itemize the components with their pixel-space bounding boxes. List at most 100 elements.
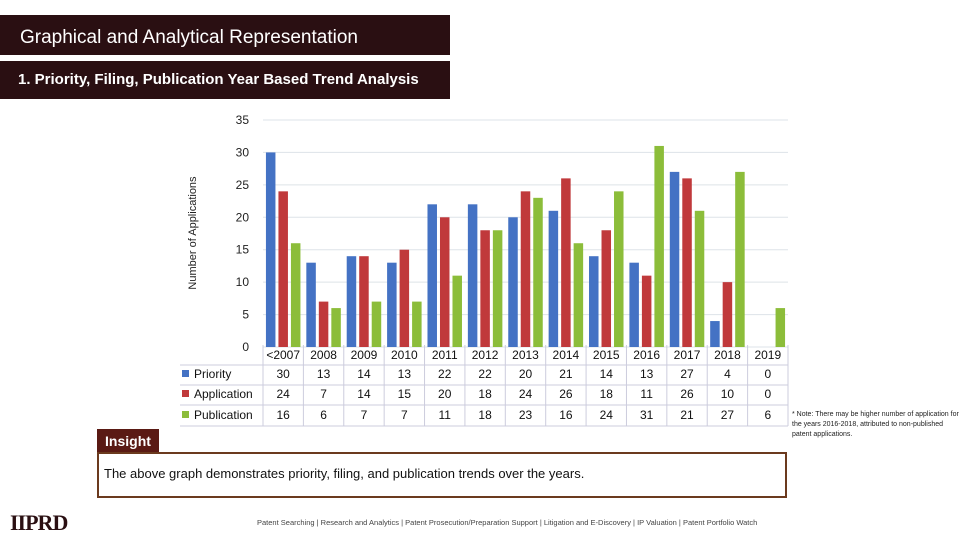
- data-label: 24: [600, 408, 614, 422]
- data-label: 21: [680, 408, 694, 422]
- bar-priority: [387, 262, 397, 347]
- x-tick-label: 2015: [593, 348, 620, 362]
- y-tick-label: 20: [236, 210, 250, 224]
- bar-application: [318, 301, 329, 347]
- x-tick-label: 2019: [754, 348, 781, 362]
- y-tick-label: 0: [242, 340, 249, 354]
- data-label: 7: [320, 387, 327, 401]
- bar-publication: [614, 191, 624, 347]
- bar-priority: [669, 171, 680, 347]
- logo: IIPRD: [10, 510, 68, 535]
- data-label: 16: [277, 408, 291, 422]
- bar-priority: [265, 152, 276, 347]
- x-tick-label: 2018: [714, 348, 741, 362]
- bar-application: [399, 249, 410, 347]
- data-label: 31: [640, 408, 654, 422]
- y-tick-label: 25: [236, 178, 250, 192]
- legend-label: Application: [194, 387, 253, 401]
- data-label: 30: [277, 367, 291, 381]
- bar-publication: [371, 301, 382, 347]
- y-axis-label: Number of Applications: [187, 176, 199, 290]
- data-label: 7: [361, 408, 368, 422]
- y-tick-label: 30: [236, 145, 250, 159]
- trend-chart: 0 5 10 15 20 25 30 35 Number of Applications <200…: [180, 113, 789, 427]
- bar-priority: [467, 204, 478, 347]
- bar-application: [278, 191, 288, 347]
- data-label: 27: [680, 367, 694, 381]
- legend-swatch: [182, 411, 189, 418]
- bar-application: [439, 217, 450, 347]
- data-label: 24: [519, 387, 533, 401]
- x-tick-label: <2007: [266, 348, 300, 362]
- data-label: 26: [559, 387, 573, 401]
- bar-publication: [492, 230, 503, 347]
- bar-application: [601, 230, 612, 347]
- data-label: 13: [640, 367, 654, 381]
- data-label: 24: [277, 387, 291, 401]
- data-label: 26: [680, 387, 694, 401]
- legend-label: Priority: [194, 367, 231, 381]
- data-label: 15: [398, 387, 412, 401]
- x-tick-label: 2008: [310, 348, 337, 362]
- data-label: 18: [600, 387, 614, 401]
- data-label: 14: [357, 367, 371, 381]
- y-tick-label: 5: [242, 308, 249, 322]
- bar-application: [359, 256, 369, 347]
- x-tick-label: 2009: [351, 348, 378, 362]
- bar-publication: [573, 243, 584, 347]
- data-label: 11: [438, 408, 451, 422]
- bar-application: [722, 282, 733, 347]
- bar-publication: [412, 301, 422, 347]
- bar-application: [520, 191, 531, 347]
- bar-priority: [306, 262, 316, 347]
- footer-services: Patent Searching | Research and Analytic…: [257, 518, 758, 527]
- data-label: 23: [519, 408, 533, 422]
- data-label: 20: [438, 387, 452, 401]
- bar-application: [561, 178, 571, 347]
- data-label: 27: [721, 408, 735, 422]
- legend-swatch: [182, 370, 189, 377]
- data-label: 11: [640, 387, 653, 401]
- bar-publication: [735, 171, 745, 347]
- data-label: 18: [478, 408, 492, 422]
- data-label: 16: [559, 408, 573, 422]
- bar-priority: [346, 256, 357, 347]
- x-tick-label: 2010: [391, 348, 418, 362]
- data-label: 14: [600, 367, 614, 381]
- bar-priority: [710, 321, 720, 347]
- bar-application: [682, 178, 692, 347]
- data-label: 13: [398, 367, 412, 381]
- y-tick-label: 35: [236, 113, 250, 127]
- bar-application: [480, 230, 490, 347]
- data-label: 10: [721, 387, 735, 401]
- data-label: 13: [317, 367, 331, 381]
- bar-application: [641, 275, 652, 347]
- bar-publication: [331, 308, 341, 347]
- bar-publication: [654, 145, 664, 347]
- bar-publication: [775, 308, 786, 347]
- insight-text: The above graph demonstrates priority, f…: [97, 452, 787, 498]
- data-label: 6: [764, 408, 771, 422]
- legend-label: Publication: [194, 408, 253, 422]
- note: * Note: There may be higher number of ap…: [792, 411, 959, 438]
- y-tick-label: 10: [236, 275, 250, 289]
- data-label: 20: [519, 367, 533, 381]
- x-tick-label: 2014: [553, 348, 580, 362]
- bar-publication: [290, 243, 301, 347]
- bar-priority: [508, 217, 518, 347]
- bar-publication: [533, 197, 543, 347]
- data-label: 6: [320, 408, 327, 422]
- data-label: 0: [764, 387, 771, 401]
- bar-priority: [629, 262, 639, 347]
- x-tick-label: 2011: [432, 348, 458, 362]
- data-label: 22: [478, 367, 492, 381]
- data-label: 0: [764, 367, 771, 381]
- data-label: 14: [357, 387, 371, 401]
- data-label: 21: [559, 367, 573, 381]
- section-subtitle: 1. Priority, Filing, Publication Year Ba…: [0, 61, 450, 99]
- x-tick-label: 2012: [472, 348, 499, 362]
- legend-swatch: [182, 390, 189, 397]
- bar-priority: [427, 204, 437, 347]
- x-tick-label: 2016: [633, 348, 660, 362]
- bar-publication: [694, 210, 705, 347]
